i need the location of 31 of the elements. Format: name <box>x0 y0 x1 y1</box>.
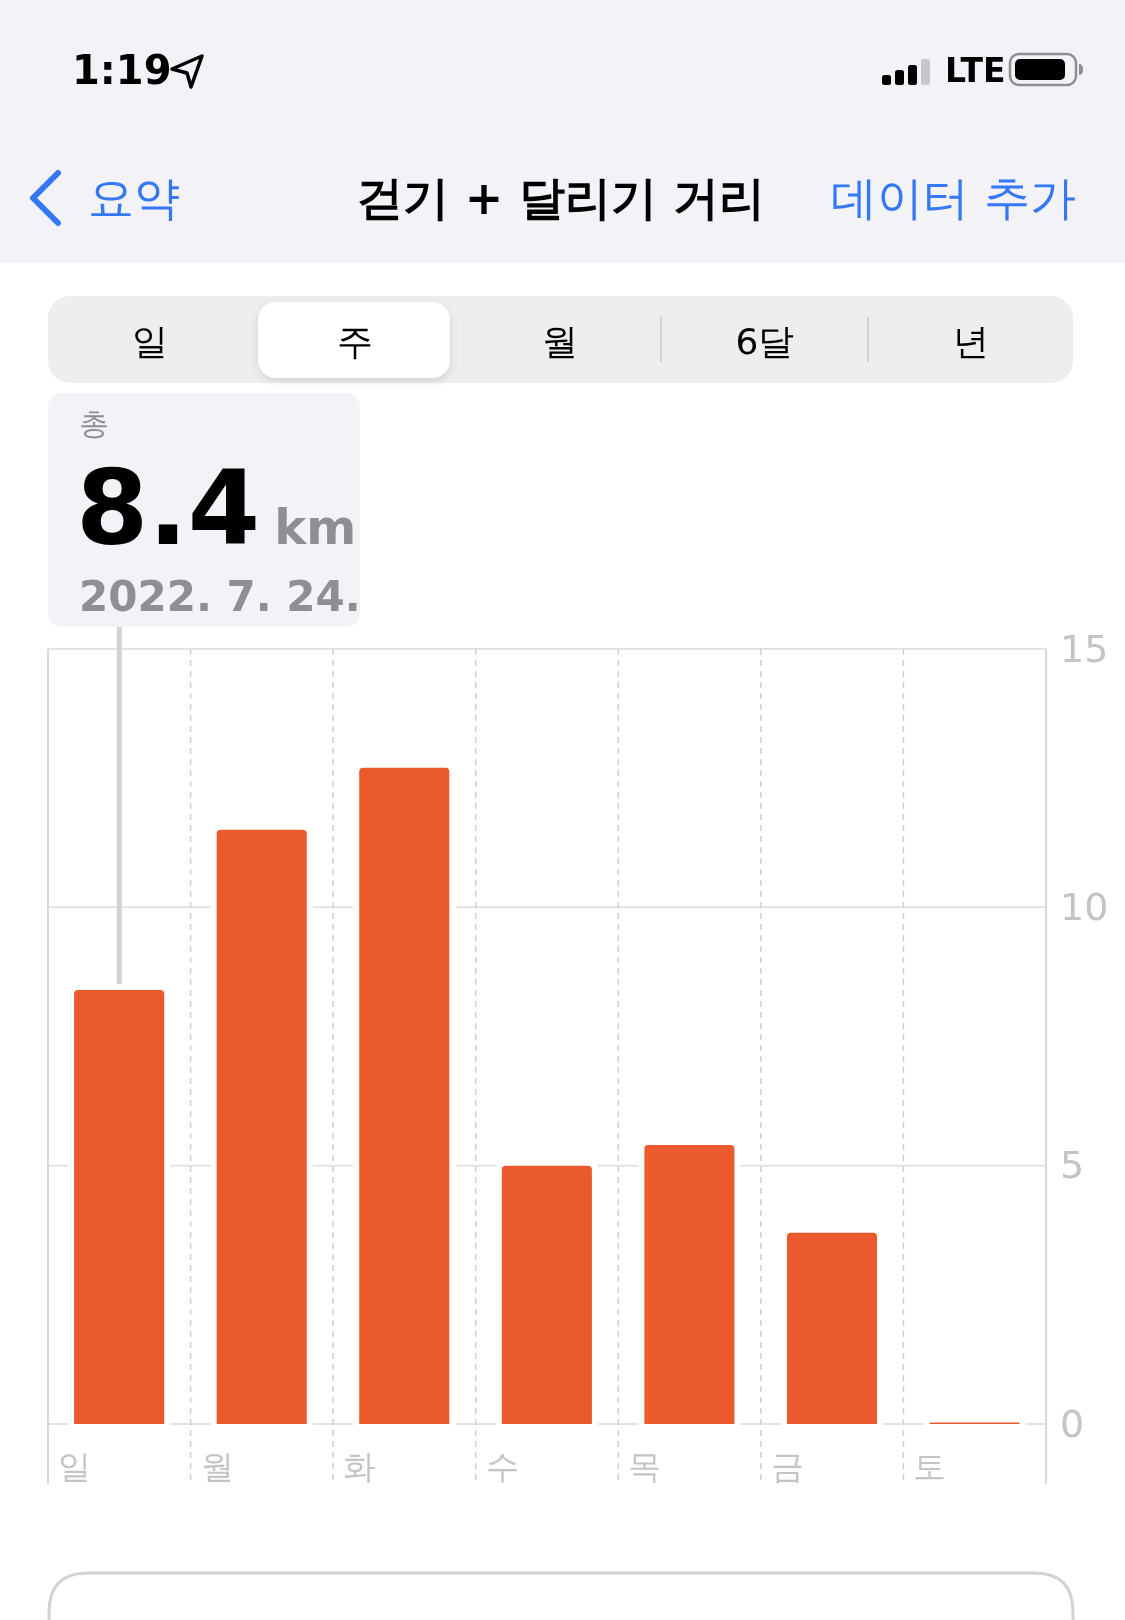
y-tick-label: 15 <box>1060 626 1109 671</box>
text: 주 <box>337 320 373 362</box>
x-tick-label: 금 <box>770 1446 804 1486</box>
text: 총 <box>79 405 109 441</box>
bar <box>501 1165 592 1424</box>
chart-title: 걷기 + 달리기 거리 <box>356 171 766 225</box>
text: 일 <box>132 320 168 362</box>
x-tick-label: 목 <box>628 1446 662 1486</box>
y-tick-label: 0 <box>1060 1401 1085 1446</box>
text: 요약 <box>88 171 180 225</box>
bar <box>216 829 307 1424</box>
y-tick-label: 5 <box>1060 1143 1085 1188</box>
bar <box>359 767 450 1424</box>
text: LTE <box>945 50 1006 90</box>
x-tick-label: 토 <box>913 1446 947 1486</box>
x-tick-label: 일 <box>58 1446 91 1486</box>
x-tick-label: 화 <box>343 1446 377 1486</box>
text: 2022. 7. 24. <box>79 572 361 621</box>
text: 년 <box>953 320 989 362</box>
bar <box>74 990 165 1424</box>
x-tick-label: 수 <box>485 1446 519 1486</box>
y-tick-label: 10 <box>1060 884 1109 929</box>
text: 데이터 추가 <box>831 171 1076 225</box>
bar <box>786 1232 878 1424</box>
text: 월 <box>542 320 578 362</box>
x-tick-label: 월 <box>200 1446 234 1486</box>
text: 6달 <box>735 320 795 362</box>
text: 1:19 <box>72 47 172 93</box>
bar <box>644 1145 735 1424</box>
text: km <box>274 499 357 555</box>
text: 8.4 <box>76 447 261 569</box>
